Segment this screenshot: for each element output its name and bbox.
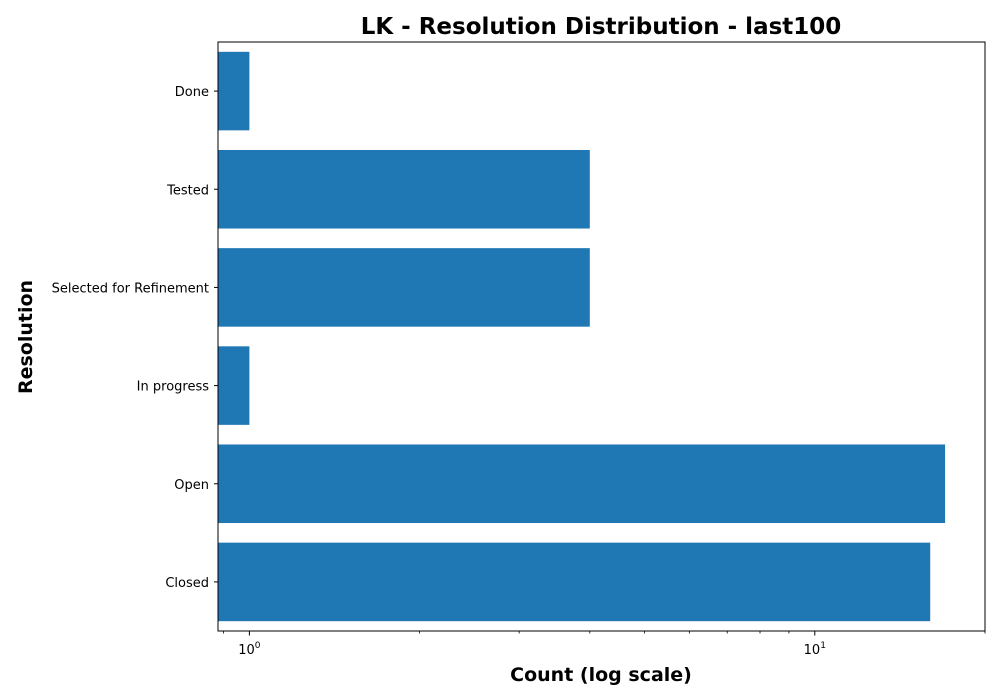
bar-selected-for-refinement [218, 248, 590, 327]
y-tick-label: In progress [137, 380, 210, 395]
x-axis-ticks: 100 101 [223, 631, 986, 658]
y-tick-label: Open [174, 478, 209, 493]
bar-tested [218, 149, 590, 229]
x-tick-label: 101 [804, 641, 826, 658]
y-tick-label: Tested [166, 183, 209, 198]
y-axis-ticks: Closed Open In progress Selected for Refine… [52, 85, 218, 591]
bar-open [218, 444, 946, 524]
chart-title: LK - Resolution Distribution - last100 [361, 14, 842, 40]
bar-in-progress [218, 346, 250, 425]
plot-frame [217, 41, 986, 632]
y-axis-label: Resolution [15, 280, 37, 394]
x-tick-label: 100 [238, 641, 261, 658]
y-tick-label: Selected for Refinement [52, 281, 209, 296]
y-tick-label: Done [175, 85, 209, 100]
x-axis-label: Count (log scale) [510, 664, 692, 686]
bars-layer [218, 51, 946, 622]
y-tick-label: Closed [165, 576, 209, 591]
bar-done [218, 51, 250, 131]
bar-closed [218, 542, 931, 622]
